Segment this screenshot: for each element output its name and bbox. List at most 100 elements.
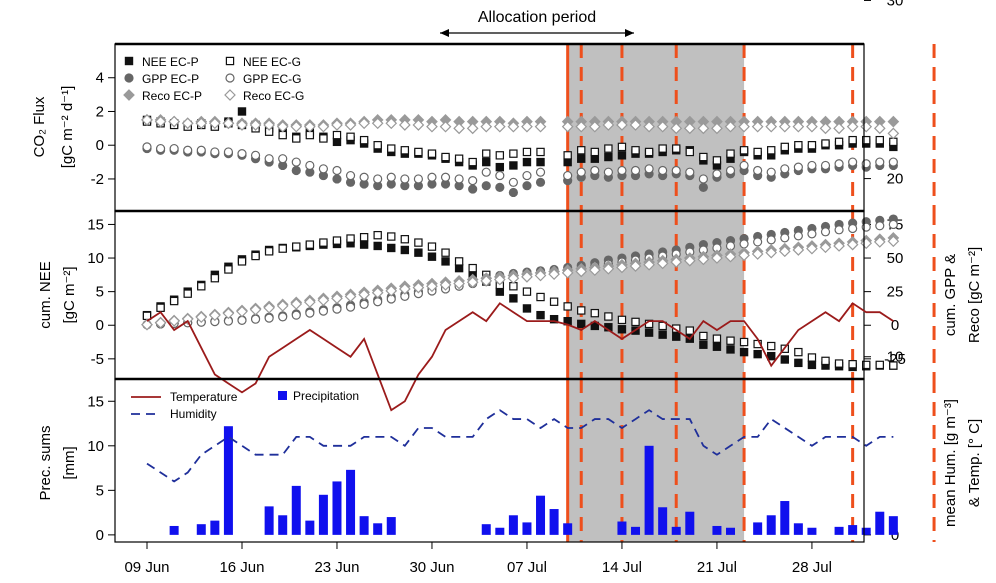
data-point (387, 243, 396, 253)
precip-bar (888, 516, 898, 535)
data-point (427, 252, 437, 261)
data-point (508, 177, 518, 187)
data-point (739, 239, 749, 249)
data-point (507, 120, 520, 133)
series-cum-nee-ec-g (142, 230, 898, 370)
data-point (319, 238, 328, 247)
precip-bar (223, 426, 233, 535)
data-point (887, 115, 900, 128)
data-point (577, 306, 586, 315)
data-point (509, 294, 518, 303)
data-point (577, 146, 586, 155)
data-point (821, 356, 830, 366)
allocation-annotation: Allocation period (440, 9, 634, 37)
cum-ylabel: cum. NEE [gC m⁻²] (37, 261, 78, 329)
precip-bar (807, 527, 817, 535)
allocation-period-label: Allocation period (478, 9, 596, 26)
data-point (725, 165, 736, 176)
data-point (698, 182, 708, 192)
precip-bar (536, 495, 546, 535)
data-point (373, 230, 382, 240)
x-tick-label: 23 Jun (314, 559, 359, 576)
data-point (535, 177, 546, 187)
data-point (738, 249, 750, 262)
data-point (303, 296, 316, 308)
precip-bar (834, 526, 844, 535)
data-point (724, 120, 737, 133)
data-point (834, 359, 844, 368)
data-point (291, 157, 301, 167)
data-point (672, 144, 681, 153)
data-point (400, 245, 410, 255)
data-point (468, 176, 478, 186)
meteo-ylabel: Prec. sums [mm] (37, 425, 78, 500)
precip-bar (332, 481, 342, 535)
data-point (481, 181, 491, 191)
data-point (563, 170, 573, 181)
data-point (616, 119, 628, 131)
precip-bar (359, 516, 369, 535)
data-point (712, 342, 722, 351)
data-point (317, 294, 330, 307)
data-point (549, 297, 559, 306)
data-point (712, 334, 722, 343)
data-point (577, 154, 586, 163)
data-point (739, 347, 749, 357)
data-point (819, 241, 832, 254)
data-point (726, 149, 735, 158)
data-point (276, 120, 289, 133)
data-point (385, 284, 398, 297)
data-point (142, 311, 152, 321)
data-point (793, 162, 803, 172)
y-tick-label-right: 0 (891, 317, 899, 334)
data-point (359, 240, 369, 249)
data-point (604, 312, 613, 321)
y-tick-label-right: 10 (887, 349, 904, 366)
data-point (671, 165, 681, 176)
y-tick-label: 10 (87, 438, 104, 455)
data-point (806, 242, 818, 255)
precip-bar (753, 522, 763, 535)
data-point (643, 120, 655, 133)
data-point (848, 135, 857, 145)
legend-label: GPP EC-G (243, 72, 301, 86)
data-point (480, 120, 493, 133)
data-point (549, 314, 559, 324)
data-point (807, 229, 817, 239)
data-point (631, 317, 640, 327)
data-point (751, 248, 764, 260)
precip-bar (671, 526, 681, 535)
precip-bar (196, 524, 206, 535)
precip-bar (848, 525, 858, 535)
data-point (482, 149, 491, 158)
data-point (331, 292, 343, 305)
data-point (156, 303, 165, 312)
flux-legend: NEE EC-P NEE EC-G GPP EC-P GPP EC-G Reco EC-… (123, 55, 304, 103)
data-point (724, 250, 737, 263)
data-point (698, 174, 708, 184)
data-point (780, 233, 790, 243)
precip-bar (495, 527, 505, 535)
data-point (739, 146, 749, 155)
data-point (780, 164, 790, 174)
data-point (387, 232, 396, 241)
precip-bar (373, 523, 383, 535)
x-tick-label: 16 Jun (219, 559, 264, 576)
data-point (590, 308, 600, 318)
data-point (332, 137, 342, 147)
data-point (820, 227, 831, 237)
data-point (332, 174, 342, 184)
data-point (604, 152, 613, 162)
precip-bar (169, 525, 179, 535)
y-tick-label: 15 (87, 216, 104, 233)
precip-bar (712, 525, 722, 535)
data-point (344, 290, 357, 303)
data-point (509, 161, 518, 170)
flux-ylabel-line2: [gC m⁻² d⁻¹] (59, 86, 76, 169)
data-point (561, 120, 574, 133)
data-point (683, 122, 696, 135)
co2-flux-panel: 420-2 (91, 43, 936, 212)
data-point (413, 174, 423, 184)
data-point (644, 147, 654, 157)
data-point (766, 235, 776, 245)
